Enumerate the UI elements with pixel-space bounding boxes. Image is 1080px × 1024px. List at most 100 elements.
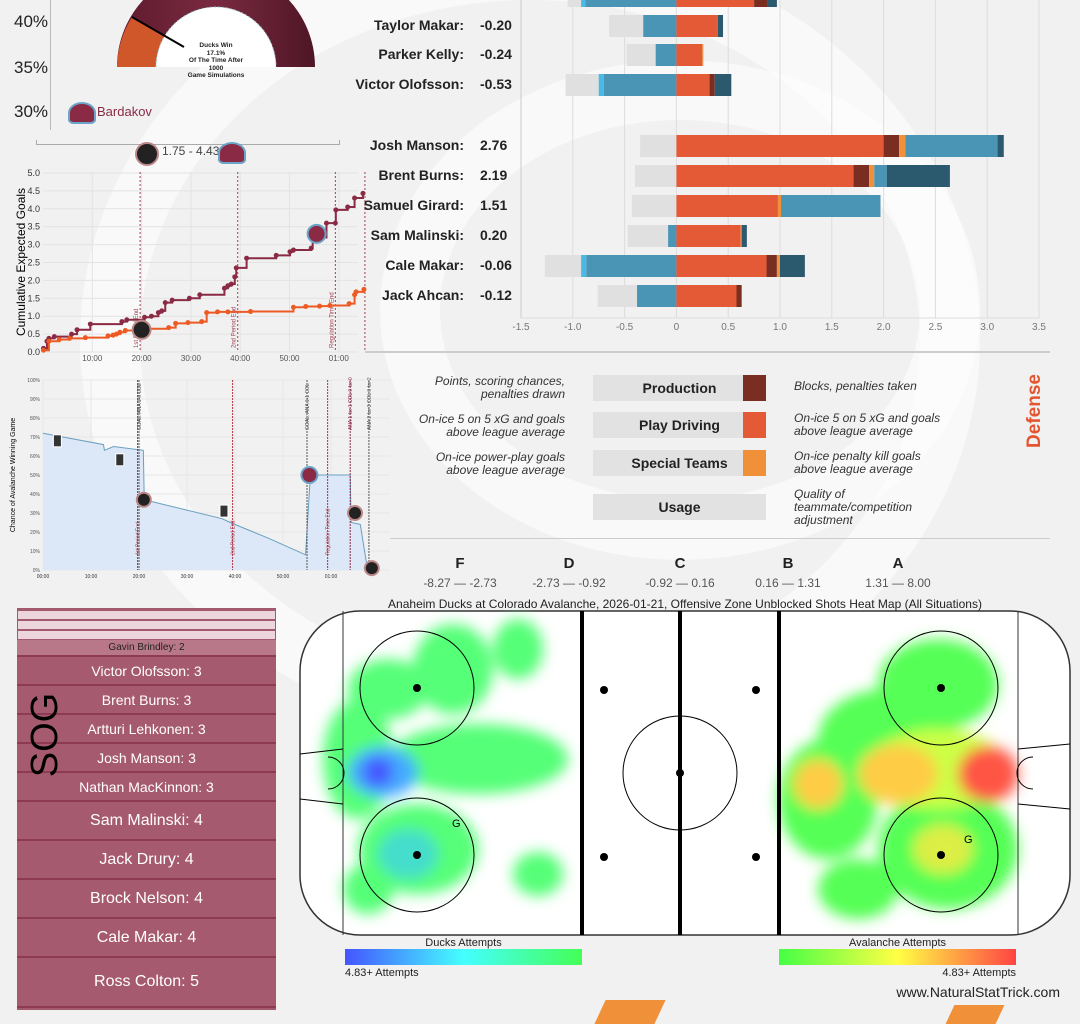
sog-row: Gavin Brindley: 2 (17, 640, 276, 657)
xg-point-ducks (317, 303, 323, 309)
player-name: Jack Ahcan: (382, 287, 464, 303)
ducks-logo-icon (347, 505, 363, 521)
y-tick-label: 60% (30, 454, 41, 460)
x-tick-label: 10:00 (82, 354, 103, 363)
legend-swatch-offense-production (593, 375, 616, 401)
bar-segment-off_st (581, 255, 587, 277)
x-tick-label: 1.0 (773, 322, 787, 333)
bar-segment-off_prod (717, 15, 724, 37)
x-tick-label: 30:00 (181, 354, 202, 363)
xg-point-ducks (353, 289, 359, 295)
y-tick-label: 3.5 (27, 222, 40, 232)
x-tick-label: 20:00 (133, 574, 146, 580)
gauge-axis (50, 0, 51, 130)
player-rating: -0.12 (480, 287, 512, 303)
xg-point-ducks (46, 338, 52, 344)
ducks-legend-title: Ducks Attempts (425, 937, 502, 949)
xg-point-avalanche (124, 317, 130, 323)
avalanche-color-scale (779, 949, 1016, 965)
xg-point-avalanche (197, 292, 203, 298)
x-tick-label: 00:00 (37, 574, 50, 580)
xg-point-ducks (290, 304, 296, 310)
y-tick-label: 70% (30, 435, 41, 441)
bar-segment-off_pd (668, 225, 677, 247)
bar-segment-off_pd (603, 74, 677, 96)
bar-segment-def_st (702, 44, 704, 66)
xg-point-avalanche (162, 300, 168, 306)
sog-row: Ross Colton: 5 (17, 958, 276, 1008)
y-axis-label: Cumulative Expected Goals (14, 188, 28, 336)
y-tick-label: 30% (30, 511, 41, 517)
xg-point-avalanche (74, 327, 80, 333)
xg-point-avalanche (308, 245, 314, 251)
xg-point-avalanche (142, 314, 148, 320)
period-marker-label: 2nd Period End (232, 307, 238, 348)
x-tick-label: 0 (674, 322, 680, 333)
xg-point-ducks (166, 325, 172, 331)
bar-segment-def_st (776, 255, 780, 277)
bar-segment-def_prod (883, 135, 900, 157)
avalanche-logo-icon (218, 142, 246, 164)
xg-point-ducks (82, 335, 88, 341)
ducks-scale-label: 4.83+ Attempts (345, 967, 419, 979)
avalanche-logo-icon (306, 223, 327, 244)
game-event-label: Regulation Time End (326, 508, 332, 555)
xg-point-ducks (40, 347, 46, 353)
player-rating: -0.53 (480, 76, 512, 92)
y-tick-label: 1.5 (27, 293, 40, 303)
center-circle (622, 715, 738, 831)
bar-segment-def_st (869, 165, 875, 187)
player-rating: 2.19 (480, 167, 508, 183)
grade-c: C -0.92 — 0.16 (645, 555, 715, 590)
xg-point-avalanche (244, 255, 250, 261)
bar-segment-off_st (581, 0, 586, 7)
y-tick-label: 1.0 (27, 311, 40, 321)
bar-segment-off_pd (655, 44, 677, 66)
y-tick-label: 0.0 (27, 347, 40, 357)
x-tick-label: 01:00 (325, 574, 338, 580)
sog-title: SOG (23, 692, 66, 778)
grade-d: D -2.73 — -0.92 (532, 555, 606, 590)
xg-point-ducks (303, 304, 309, 310)
ducks-logo-icon (135, 142, 159, 166)
legend-right-desc: Quality of teammate/competition adjustme… (794, 487, 913, 527)
bar-segment-off_prod (714, 74, 732, 96)
bar-segment-off_prod (767, 0, 777, 7)
legend-right-desc: On-ice penalty kill goals above league a… (794, 449, 921, 476)
y-tick-label: 10% (30, 549, 41, 555)
bar-segment-def_pd (676, 225, 741, 247)
orange-watermark (594, 1000, 666, 1024)
avalanche-logo-icon (68, 102, 96, 124)
xg-point-avalanche (332, 220, 338, 226)
bar-segment-def_pd (676, 285, 737, 307)
sog-row: Nathan MacKinnon: 3 (17, 773, 276, 802)
bar-segment-usage (631, 195, 677, 217)
y-label: 30% (14, 102, 49, 121)
x-tick-label: -0.5 (616, 322, 634, 333)
bar-segment-def_st (777, 195, 782, 217)
xg-point-ducks (327, 302, 333, 308)
legend-left-desc: On-ice power-play goals above league ave… (435, 450, 565, 477)
ducks-logo-icon (363, 560, 380, 577)
player-name: Sam Malinski: (370, 227, 464, 243)
legend-swatch-defense-special-teams (743, 450, 766, 476)
x-tick-label: 2.0 (877, 322, 891, 333)
faceoff-circles (299, 630, 1071, 913)
xg-point-ducks (185, 320, 191, 326)
bar-segment-def_pd (676, 195, 778, 217)
xg-point-avalanche (159, 308, 165, 314)
credit-link[interactable]: www.NaturalStatTrick.com (896, 984, 1060, 1000)
legend-usage: Usage (593, 494, 766, 520)
bar-segment-usage (634, 165, 677, 187)
y-tick-label: 90% (30, 397, 41, 403)
rink-heatmap: G G (299, 610, 1071, 936)
x-tick-label: -1.5 (512, 322, 530, 333)
bar-segment-off_pd (874, 165, 887, 187)
y-label: 35% (14, 58, 49, 77)
referee-icon (52, 434, 62, 448)
xg-point-avalanche (228, 281, 234, 287)
defense-label: Defense (1024, 374, 1045, 448)
xg-point-ducks (215, 309, 221, 315)
xg-point-avalanche (352, 195, 358, 201)
center-dot (676, 769, 684, 777)
